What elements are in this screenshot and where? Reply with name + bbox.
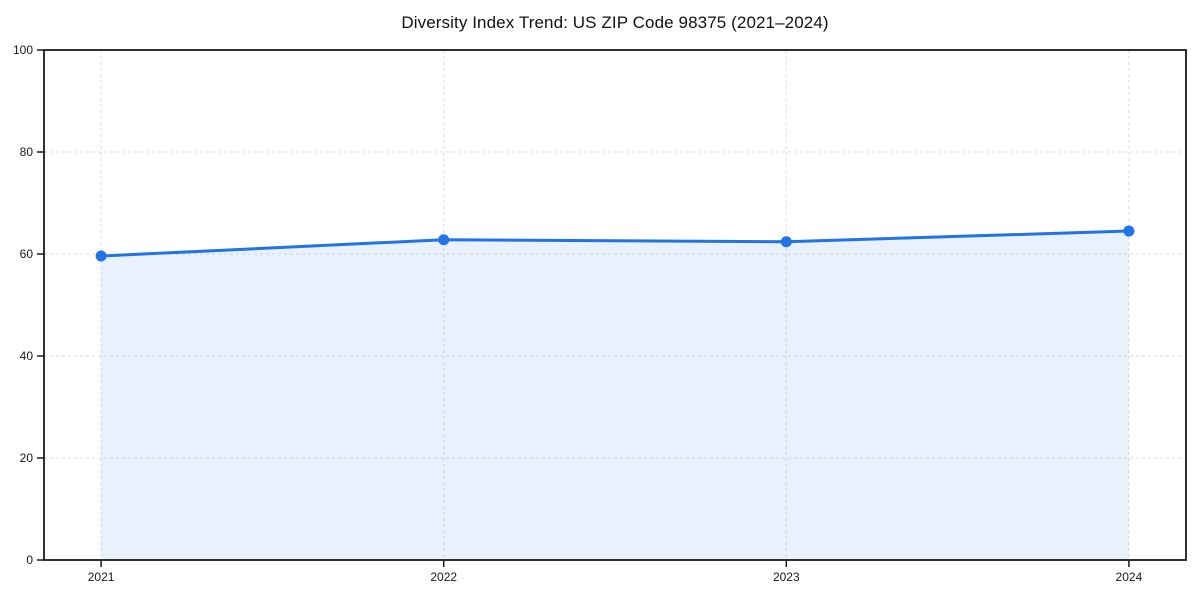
chart-title: Diversity Index Trend: US ZIP Code 98375…: [401, 13, 829, 32]
trend-line: [99, 229, 1131, 258]
data-point-2022: [438, 234, 450, 246]
plot-frame: [43, 49, 1187, 561]
y-tick-label: 60: [20, 247, 34, 261]
x-tick-label: 2021: [88, 570, 115, 584]
y-tick-label: 40: [20, 349, 34, 363]
x-tick-label: 2024: [1116, 570, 1143, 584]
y-tick-label: 100: [13, 43, 33, 57]
x-tick-label: 2023: [773, 570, 800, 584]
area-fill: [101, 231, 1129, 561]
x-tick-label: 2022: [430, 570, 457, 584]
y-tick-label: 0: [26, 553, 33, 567]
data-point-2023: [780, 236, 792, 248]
data-point-2024: [1123, 225, 1135, 237]
y-tick-label: 20: [20, 451, 34, 465]
y-tick-label: 80: [20, 145, 34, 159]
data-point-2021: [95, 250, 107, 262]
